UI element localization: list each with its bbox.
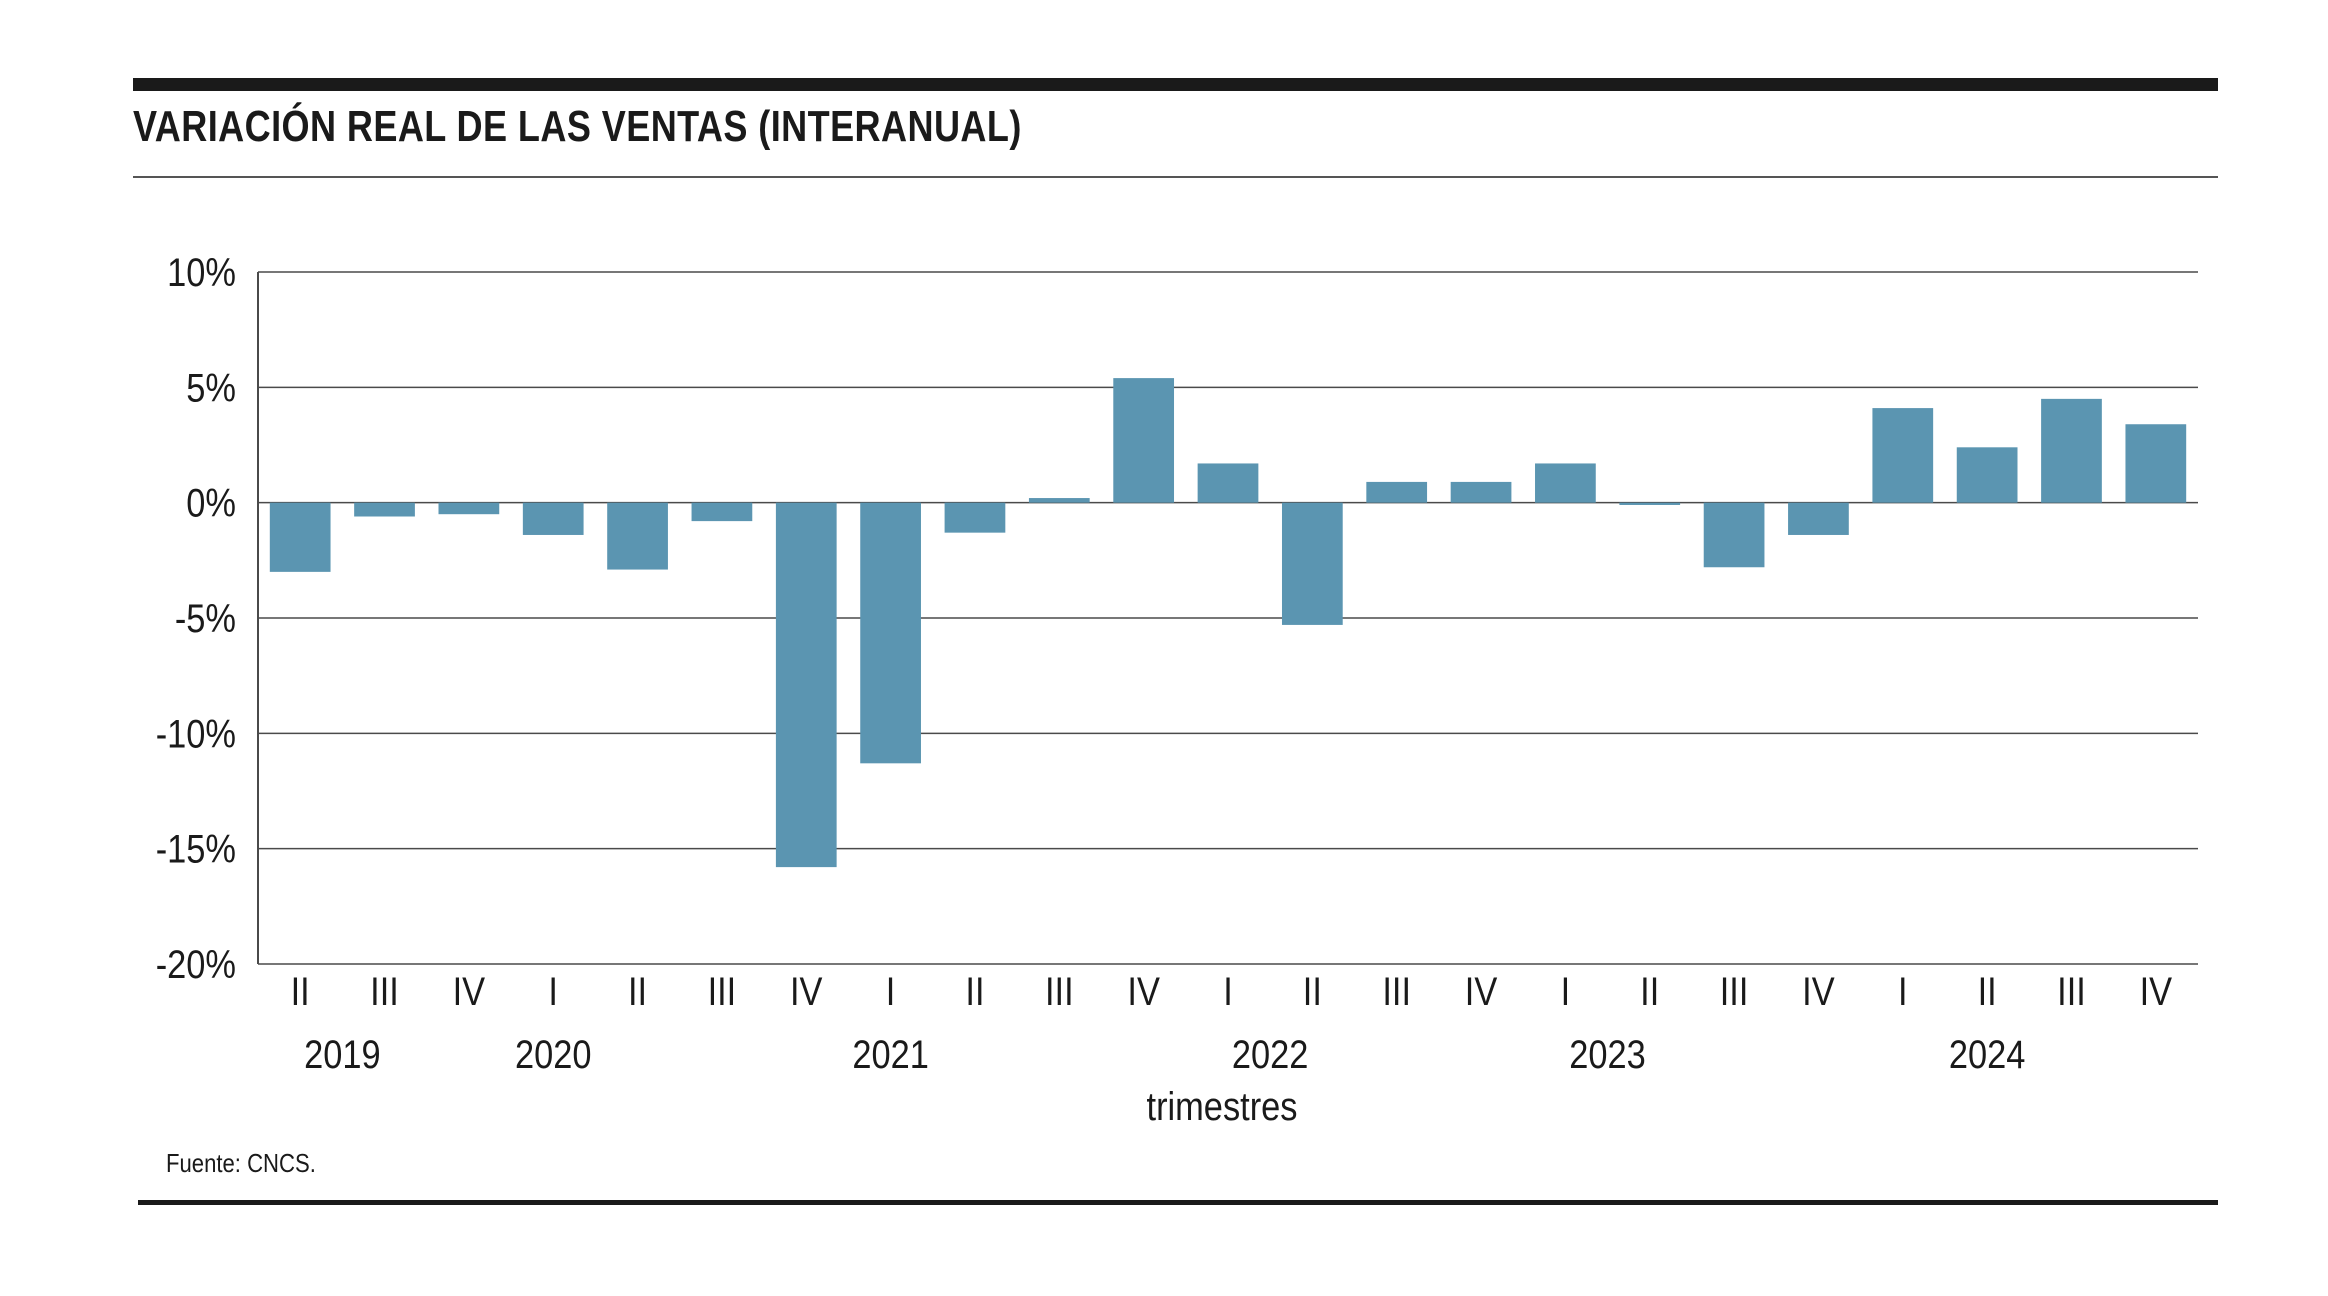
bar — [607, 502, 668, 570]
bar — [1450, 481, 1512, 503]
year-label: 2022 — [1232, 1032, 1309, 1077]
x-tick-label: I — [1898, 969, 1908, 1014]
grid-layer — [257, 271, 2198, 965]
bar — [1281, 502, 1343, 625]
bar — [1703, 502, 1765, 568]
y-tick-labels: 10% 5% 0% -5% -10% -15% -20% — [156, 250, 236, 987]
bar — [2125, 424, 2187, 503]
bar — [1788, 502, 1849, 535]
bar — [269, 502, 331, 572]
bottom-rule — [138, 1200, 2218, 1205]
x-tick-label: II — [1978, 969, 1997, 1014]
x-tick-label: IV — [1127, 969, 1160, 1014]
year-label: 2020 — [515, 1032, 592, 1077]
bar — [1113, 378, 1175, 503]
x-tick-label: IV — [1802, 969, 1835, 1014]
x-tick-label: IV — [453, 969, 486, 1014]
bar — [522, 502, 584, 535]
y-tick-label: -10% — [156, 711, 236, 756]
x-tick-label: IV — [790, 969, 823, 1014]
year-label: 2023 — [1569, 1032, 1646, 1077]
bar — [860, 502, 921, 764]
x-tick-label: II — [628, 969, 647, 1014]
bar — [1366, 481, 1428, 503]
bar — [1872, 408, 1934, 503]
x-tick-label: I — [1561, 969, 1571, 1014]
x-tick-label: IV — [2140, 969, 2173, 1014]
x-tick-label: II — [291, 969, 310, 1014]
source-note: Fuente: CNCS. — [166, 1148, 316, 1178]
bar — [354, 502, 415, 517]
x-tick-label: III — [1720, 969, 1749, 1014]
x-tick-labels: II III IV I II III IV I II III IV I II III IV I II III IV I… — [291, 969, 2173, 1014]
top-rule — [133, 78, 2218, 91]
x-axis-label: trimestres — [1147, 1084, 1298, 1129]
x-tick-label: III — [1382, 969, 1411, 1014]
title-divider — [133, 176, 2218, 178]
y-tick-label: -20% — [156, 942, 236, 987]
x-tick-label: II — [1303, 969, 1322, 1014]
y-tick-label: -5% — [175, 596, 236, 641]
x-tick-label: III — [1045, 969, 1074, 1014]
bar — [775, 502, 837, 868]
x-tick-label: I — [548, 969, 558, 1014]
x-tick-label: I — [886, 969, 896, 1014]
x-tick-label: II — [1640, 969, 1659, 1014]
year-labels: 2019 2020 2021 2022 2023 2024 — [304, 1032, 2025, 1077]
x-tick-label: I — [1223, 969, 1233, 1014]
bar — [691, 502, 753, 522]
chart-title: VARIACIÓN REAL DE LAS VENTAS (INTERANUAL… — [133, 102, 1022, 151]
year-label: 2021 — [852, 1032, 929, 1077]
year-label: 2024 — [1949, 1032, 2026, 1077]
bar — [1197, 463, 1259, 503]
y-tick-label: 10% — [167, 250, 236, 295]
x-tick-label: IV — [1465, 969, 1498, 1014]
x-tick-label: III — [708, 969, 737, 1014]
bar — [1619, 502, 1681, 505]
bar — [1028, 498, 1090, 503]
x-tick-label: III — [370, 969, 399, 1014]
bar — [1535, 463, 1596, 503]
y-tick-label: 5% — [186, 365, 236, 410]
x-tick-label: III — [2057, 969, 2086, 1014]
bar — [2041, 398, 2102, 503]
bar — [1956, 447, 2018, 503]
y-tick-label: 0% — [186, 480, 236, 525]
y-tick-label: -15% — [156, 826, 236, 871]
year-label: 2019 — [304, 1032, 381, 1077]
x-tick-label: II — [965, 969, 984, 1014]
bar — [438, 502, 500, 515]
bar-chart: 10%5%0%-5%-10%-15%-20% II III IV I II III IV I I… — [156, 250, 2198, 1129]
bar-layer — [269, 378, 2187, 868]
bar — [944, 502, 1006, 533]
